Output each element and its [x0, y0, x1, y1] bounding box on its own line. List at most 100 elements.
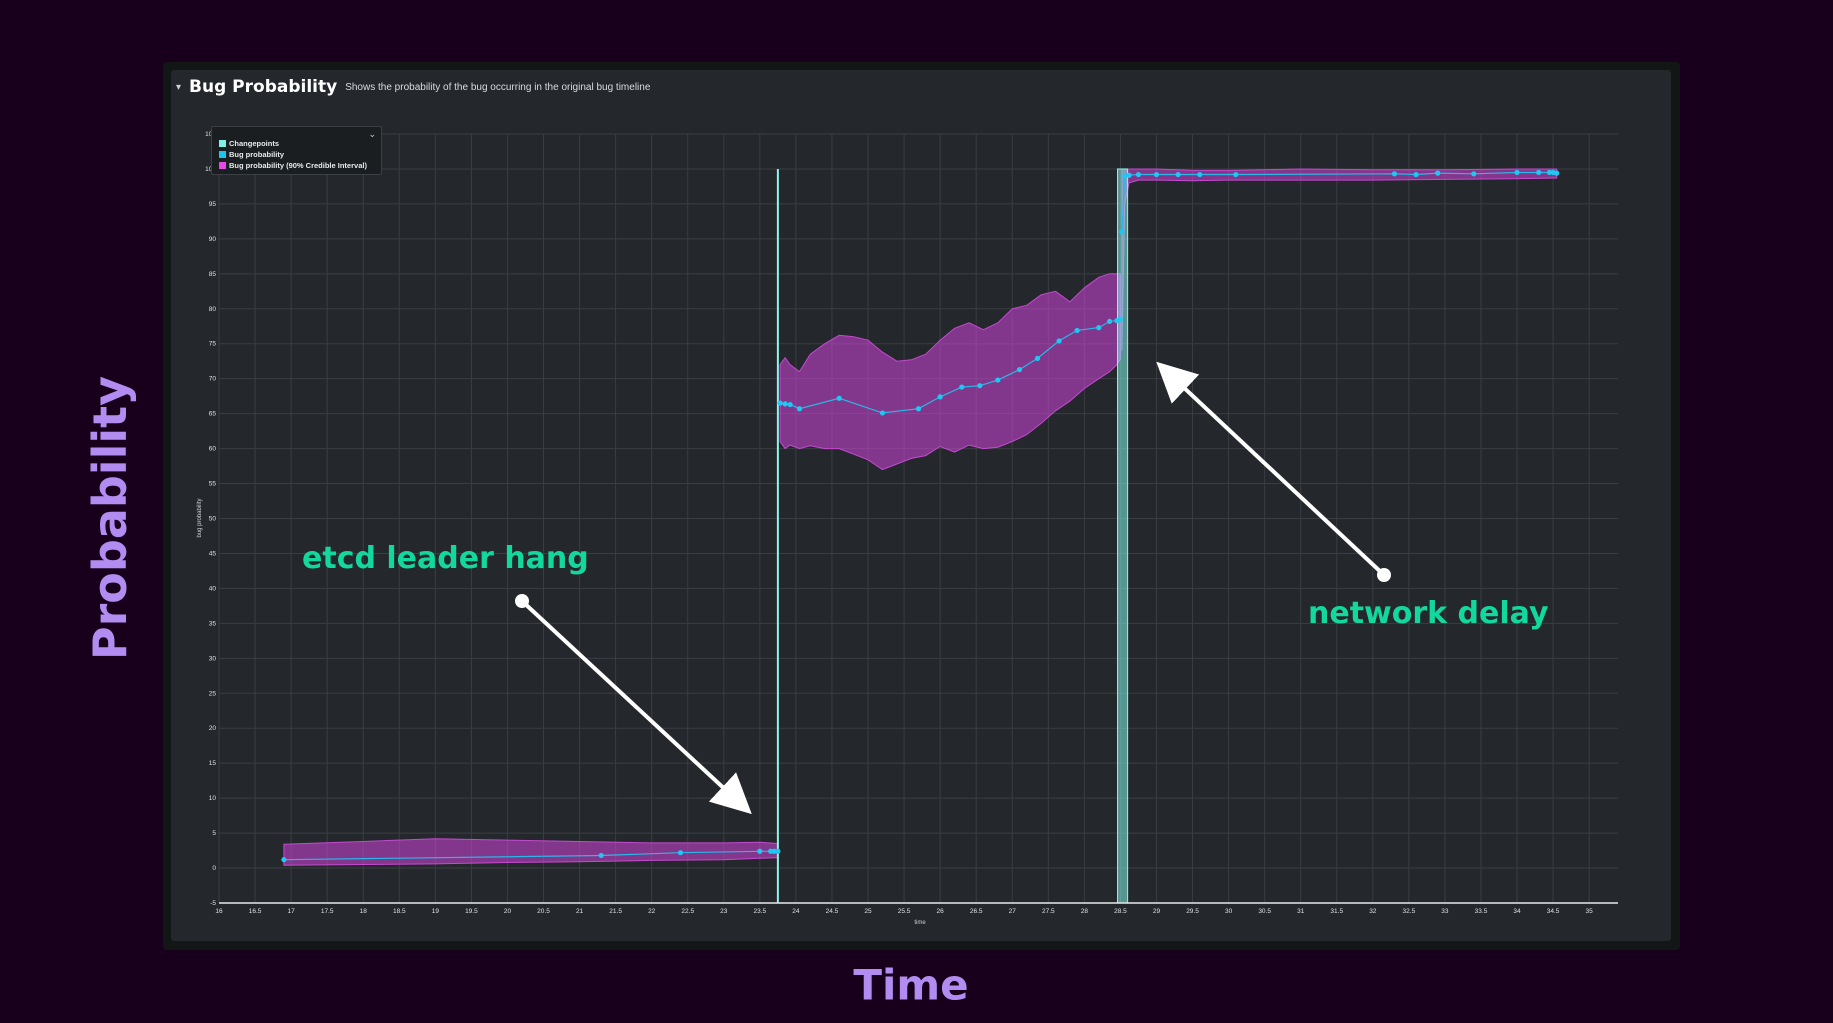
x-tick-label: 28	[1081, 908, 1089, 915]
credible-interval-band	[780, 274, 1120, 470]
annotation-etcd-leader-hang: etcd leader hang	[302, 541, 589, 576]
y-tick-label: 55	[209, 481, 217, 488]
y-tick-label: 85	[209, 271, 217, 278]
legend-label: Bug probability (90% Credible Interval)	[229, 161, 367, 170]
y-tick-label: 90	[209, 236, 217, 243]
bug-probability-point	[1471, 171, 1476, 176]
x-tick-label: 31	[1297, 908, 1305, 915]
bug-probability-point	[1118, 317, 1123, 322]
bug-probability-point	[1096, 325, 1101, 330]
x-tick-label: 19.5	[465, 908, 478, 915]
bug-probability-point	[1154, 172, 1159, 177]
y-tick-label: 10	[209, 795, 217, 802]
y-axis-label: bug probability	[197, 498, 203, 537]
bug-probability-point	[1197, 172, 1202, 177]
x-tick-label: 23.5	[754, 908, 767, 915]
changepoint-marker	[1118, 169, 1128, 903]
bug-probability-point	[1035, 356, 1040, 361]
x-tick-label: 19	[432, 908, 440, 915]
x-tick-label: 25.5	[898, 908, 911, 915]
bug-probability-point	[1392, 171, 1397, 176]
y-tick-label: 15	[209, 760, 217, 767]
big-x-label: Time	[853, 961, 968, 1010]
x-tick-label: 29	[1153, 908, 1161, 915]
bug-probability-point	[1017, 367, 1022, 372]
x-tick-label: 16.5	[249, 908, 262, 915]
y-tick-label: 50	[209, 516, 217, 523]
bug-probability-point	[281, 857, 286, 862]
x-tick-label: 26.5	[970, 908, 983, 915]
x-tick-label: 29.5	[1186, 908, 1199, 915]
legend-swatch	[219, 140, 226, 147]
annotation-network-delay: network delay	[1308, 596, 1549, 631]
bug-probability-point	[1514, 170, 1519, 175]
x-tick-label: 18	[360, 908, 368, 915]
legend-swatch	[219, 151, 226, 158]
legend-item-changepoints[interactable]: Changepoints	[219, 139, 279, 148]
x-tick-label: 26	[937, 908, 945, 915]
legend-label: Bug probability	[229, 150, 284, 159]
x-tick-label: 18.5	[393, 908, 406, 915]
x-tick-label: 27	[1009, 908, 1017, 915]
x-tick-label: 24	[792, 908, 800, 915]
y-tick-label: 70	[209, 376, 217, 383]
bug-probability-point	[1126, 173, 1131, 178]
bug-probability-point	[788, 402, 793, 407]
x-tick-label: 30	[1225, 908, 1233, 915]
chevron-down-icon[interactable]: ⌄	[368, 129, 376, 140]
x-tick-label: 16	[215, 908, 223, 915]
bug-probability-point	[797, 406, 802, 411]
bug-probability-point	[1119, 229, 1124, 234]
x-tick-label: 30.5	[1258, 908, 1271, 915]
legend-swatch	[219, 162, 226, 169]
y-tick-label: 35	[209, 620, 217, 627]
bug-probability-point	[837, 396, 842, 401]
y-tick-label: 0	[212, 865, 216, 872]
x-tick-label: 23	[720, 908, 728, 915]
credible-interval-band	[1122, 169, 1557, 351]
x-tick-label: 20.5	[537, 908, 550, 915]
bug-probability-point	[959, 384, 964, 389]
x-tick-label: 34	[1513, 908, 1521, 915]
x-tick-label: 24.5	[826, 908, 839, 915]
x-tick-label: 33.5	[1475, 908, 1488, 915]
legend-item-credible-interval[interactable]: Bug probability (90% Credible Interval)	[219, 161, 367, 170]
x-tick-label: 28.5	[1114, 908, 1127, 915]
bug-probability-point	[1136, 172, 1141, 177]
x-tick-label: 34.5	[1547, 908, 1560, 915]
bug-probability-point	[1122, 173, 1127, 178]
annotation-arrow-network	[1165, 370, 1391, 582]
y-tick-label: 60	[209, 446, 217, 453]
legend-label: Changepoints	[229, 139, 279, 148]
chart-legend[interactable]: ⌄ Changepoints Bug probability Bug proba…	[211, 126, 382, 175]
bug-probability-point	[995, 377, 1000, 382]
legend-item-bug-probability[interactable]: Bug probability	[219, 150, 284, 159]
bug-probability-point	[1233, 172, 1238, 177]
x-tick-label: 22.5	[681, 908, 694, 915]
x-tick-label: 33	[1441, 908, 1449, 915]
bug-probability-point	[599, 853, 604, 858]
bug-probability-point	[1176, 172, 1181, 177]
y-tick-label: -5	[210, 900, 216, 907]
x-tick-label: 35	[1586, 908, 1594, 915]
y-tick-label: 75	[209, 341, 217, 348]
bug-probability-point	[880, 410, 885, 415]
bug-probability-point	[1536, 170, 1541, 175]
annotation-arrow-etcd	[515, 594, 743, 806]
x-tick-label: 32.5	[1403, 908, 1416, 915]
bug-probability-point	[678, 850, 683, 855]
y-tick-label: 40	[209, 585, 217, 592]
bug-probability-point	[1057, 338, 1062, 343]
y-tick-label: 80	[209, 306, 217, 313]
y-tick-label: 45	[209, 550, 217, 557]
x-tick-label: 27.5	[1042, 908, 1055, 915]
x-tick-label: 21	[576, 908, 584, 915]
y-tick-label: 30	[209, 655, 217, 662]
x-tick-label: 21.5	[609, 908, 622, 915]
x-axis-label: time	[914, 920, 926, 926]
bug-probability-point	[1075, 328, 1080, 333]
x-tick-label: 17.5	[321, 908, 334, 915]
bug-probability-point	[757, 849, 762, 854]
x-tick-label: 31.5	[1330, 908, 1343, 915]
grid	[219, 134, 1618, 903]
